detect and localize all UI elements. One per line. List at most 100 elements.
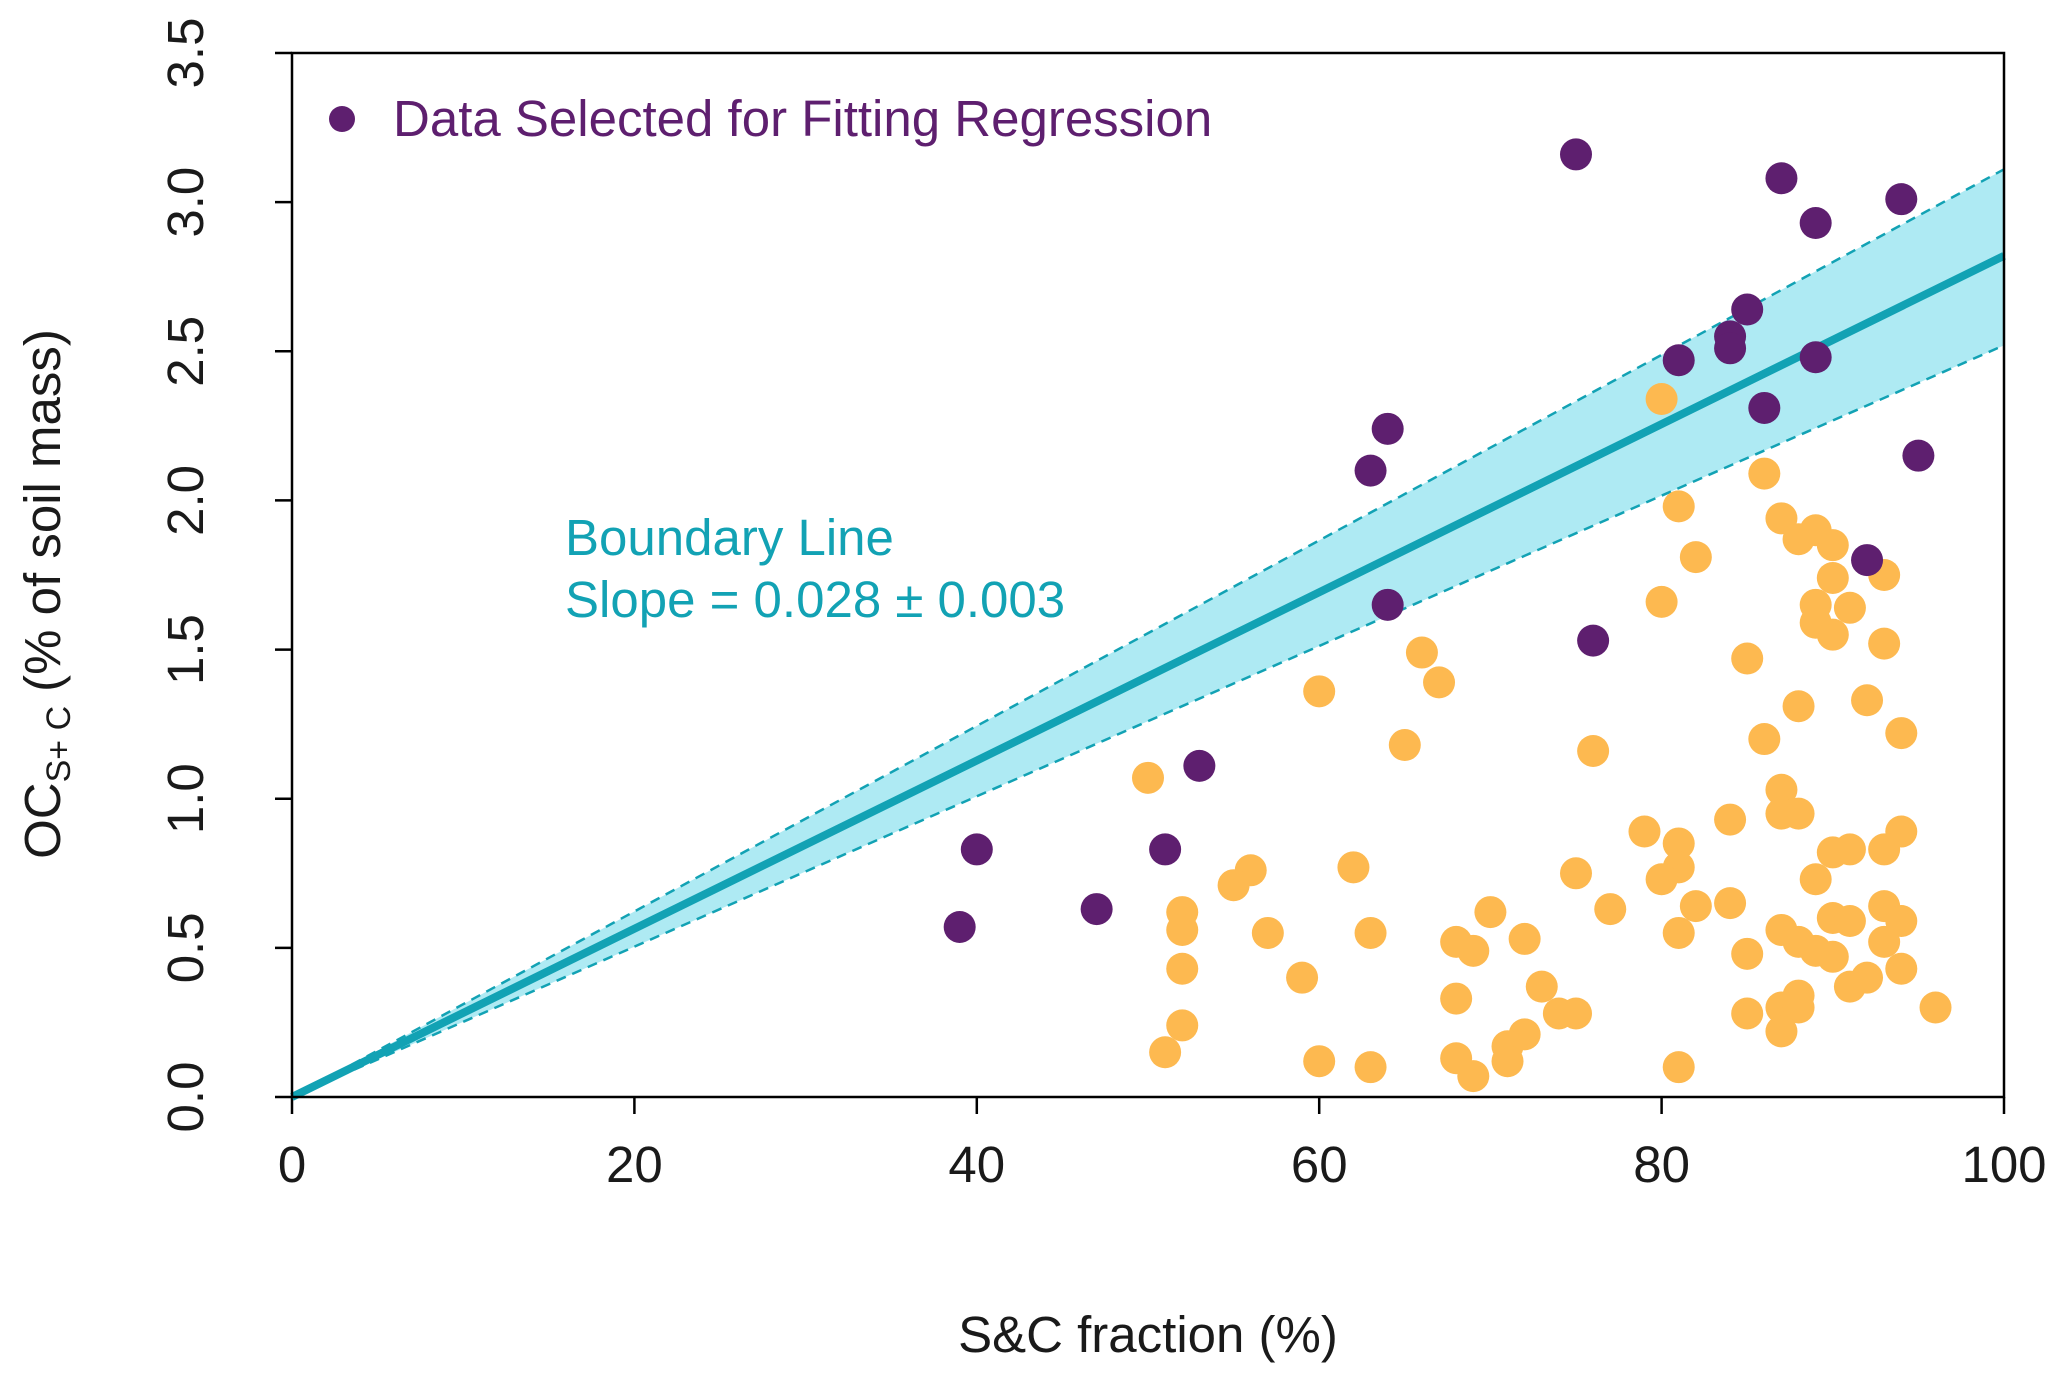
data-point — [1782, 797, 1815, 830]
legend-label: Data Selected for Fitting Regression — [393, 90, 1212, 147]
x-tick-label: 20 — [606, 1136, 663, 1193]
data-point — [1388, 729, 1421, 762]
y-label-main: OC — [14, 782, 71, 859]
data-point — [1816, 529, 1849, 562]
data-point — [1885, 717, 1918, 750]
fit-line — [290, 252, 2006, 1101]
data-point — [1440, 982, 1473, 1015]
data-point — [1662, 490, 1695, 523]
y-tick-label: 1.0 — [157, 763, 214, 834]
data-point — [1645, 585, 1678, 618]
data-point — [1371, 412, 1404, 445]
y-axis-label: OCS+ C (% of soil mass) — [14, 329, 78, 859]
data-point — [1851, 544, 1884, 577]
data-point — [1594, 893, 1627, 926]
data-point — [1457, 934, 1490, 967]
data-point — [1816, 940, 1849, 973]
data-point — [1679, 890, 1712, 923]
band-edge — [291, 344, 2005, 1099]
data-point — [1303, 675, 1336, 708]
data-point — [1782, 690, 1815, 723]
data-point — [1731, 997, 1764, 1030]
data-point — [1166, 1009, 1199, 1042]
data-point — [1662, 1051, 1695, 1084]
data-point — [943, 910, 976, 943]
data-point — [1286, 961, 1319, 994]
data-point — [1371, 588, 1404, 621]
y-tick-label: 3.5 — [157, 18, 214, 89]
x-tick-label: 0 — [278, 1136, 306, 1193]
y-tick-label: 1.5 — [157, 614, 214, 685]
x-tick-label: 40 — [948, 1136, 1005, 1193]
data-point — [1748, 723, 1781, 756]
y-tick-label: 2.0 — [157, 465, 214, 536]
y-tick-label: 3.0 — [157, 167, 214, 238]
data-point — [1816, 561, 1849, 594]
data-point — [1731, 642, 1764, 675]
data-point — [1714, 803, 1747, 836]
data-point — [1748, 391, 1781, 424]
data-point — [1782, 991, 1815, 1024]
data-point — [1166, 913, 1199, 946]
data-point — [1183, 749, 1216, 782]
data-point — [1833, 970, 1866, 1003]
data-point — [1799, 341, 1832, 374]
y-label-sub: S+ C — [40, 706, 78, 783]
data-point — [1303, 1045, 1336, 1078]
data-point — [1132, 761, 1164, 794]
data-point — [1765, 162, 1798, 195]
y-tick-label: 0.0 — [157, 1062, 214, 1133]
data-point — [1851, 684, 1884, 717]
data-point — [1833, 591, 1866, 624]
x-tick-label: 100 — [1961, 1136, 2046, 1193]
data-point — [1491, 1045, 1524, 1078]
data-point — [1560, 997, 1592, 1030]
x-axis-label: S&C fraction (%) — [958, 1306, 1338, 1363]
data-point — [1405, 636, 1438, 669]
data-point — [1628, 815, 1661, 848]
data-point — [1731, 293, 1764, 326]
data-point — [1731, 937, 1764, 970]
data-point — [1217, 869, 1250, 902]
data-point — [1354, 1051, 1387, 1084]
data-point — [1868, 627, 1901, 660]
data-point — [1765, 1015, 1798, 1048]
data-point — [1645, 863, 1678, 896]
data-point — [1765, 773, 1798, 806]
data-point — [1714, 332, 1747, 365]
data-point — [1868, 833, 1901, 866]
data-point — [1748, 457, 1781, 490]
y-label-rest: (% of soil mass) — [14, 329, 71, 692]
data-point — [1577, 624, 1610, 657]
legend-marker — [329, 106, 355, 132]
data-point — [1149, 833, 1182, 866]
data-point — [1474, 896, 1507, 929]
data-point — [1525, 970, 1558, 1003]
data-point — [1833, 833, 1866, 866]
data-point — [1662, 916, 1695, 949]
data-point — [1423, 666, 1456, 699]
data-point — [1902, 439, 1935, 472]
data-point — [1645, 383, 1678, 416]
data-point — [1799, 863, 1832, 896]
data-point — [1354, 454, 1387, 487]
data-point — [1662, 827, 1695, 860]
data-point — [1833, 905, 1866, 938]
data-point — [1816, 618, 1849, 651]
annotation: Slope = 0.028 ± 0.003 — [565, 571, 1065, 628]
data-point — [1560, 857, 1592, 890]
data-point — [1714, 887, 1747, 920]
data-point — [1149, 1036, 1182, 1069]
x-tick-label: 80 — [1633, 1136, 1690, 1193]
data-point — [1508, 922, 1541, 955]
data-point — [1166, 952, 1199, 985]
data-point — [1457, 1060, 1490, 1093]
data-point — [1885, 183, 1918, 216]
data-point — [1799, 207, 1832, 240]
x-tick-label: 60 — [1291, 1136, 1348, 1193]
y-tick-label: 2.5 — [157, 316, 214, 387]
data-point — [1679, 541, 1712, 574]
data-point — [1560, 138, 1592, 171]
data-point — [1080, 893, 1113, 926]
